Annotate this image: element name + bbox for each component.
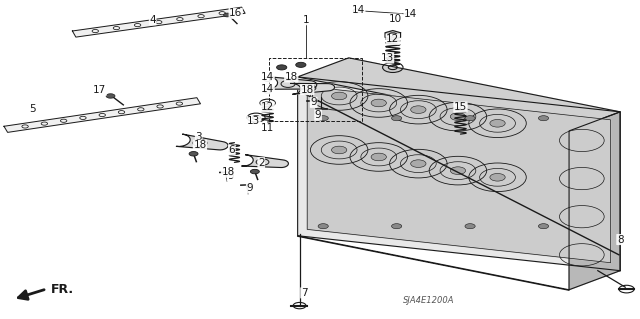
Text: 14: 14 — [261, 72, 275, 82]
Text: 18: 18 — [221, 167, 235, 177]
Circle shape — [451, 113, 466, 121]
Circle shape — [318, 224, 328, 229]
Text: 3: 3 — [195, 132, 202, 142]
Text: 18: 18 — [193, 140, 207, 150]
Text: 14: 14 — [352, 4, 365, 15]
Bar — [269, 58, 362, 122]
Text: 16: 16 — [229, 8, 243, 19]
Text: 13: 13 — [247, 116, 260, 126]
Circle shape — [451, 167, 466, 174]
Text: 18: 18 — [285, 72, 298, 82]
Circle shape — [411, 106, 426, 114]
Polygon shape — [291, 83, 335, 94]
Circle shape — [371, 99, 387, 107]
Circle shape — [296, 62, 306, 67]
Circle shape — [411, 160, 426, 167]
Text: 9: 9 — [227, 171, 234, 181]
Text: 14: 14 — [261, 84, 275, 94]
Polygon shape — [385, 31, 401, 40]
Circle shape — [538, 224, 548, 229]
Text: 8: 8 — [617, 234, 623, 245]
Circle shape — [465, 116, 475, 121]
Polygon shape — [307, 86, 611, 263]
Circle shape — [371, 153, 387, 161]
Text: 10: 10 — [388, 14, 402, 24]
Circle shape — [318, 116, 328, 121]
Circle shape — [490, 174, 505, 181]
Text: 14: 14 — [404, 9, 417, 19]
Circle shape — [332, 146, 347, 154]
Polygon shape — [298, 58, 620, 131]
Text: 12: 12 — [386, 34, 399, 44]
Polygon shape — [242, 155, 289, 167]
Polygon shape — [298, 77, 620, 271]
Text: 12: 12 — [261, 102, 275, 112]
Circle shape — [392, 224, 402, 229]
Polygon shape — [569, 112, 620, 290]
Text: 4: 4 — [149, 15, 156, 25]
Circle shape — [392, 116, 402, 121]
Circle shape — [250, 169, 259, 174]
Circle shape — [223, 13, 231, 17]
Text: 13: 13 — [380, 53, 394, 63]
Polygon shape — [266, 77, 317, 89]
Text: 17: 17 — [93, 85, 106, 95]
Text: FR.: FR. — [51, 283, 74, 296]
Circle shape — [465, 224, 475, 229]
Text: 9: 9 — [315, 110, 321, 120]
Text: 15: 15 — [454, 102, 467, 112]
Polygon shape — [4, 98, 200, 132]
Text: 7: 7 — [301, 288, 307, 298]
Text: SJA4E1200A: SJA4E1200A — [403, 296, 454, 305]
Circle shape — [332, 92, 347, 100]
Text: 9: 9 — [246, 183, 253, 193]
Text: 9: 9 — [310, 97, 317, 107]
Polygon shape — [72, 7, 245, 37]
Text: 1: 1 — [303, 15, 309, 25]
Circle shape — [490, 120, 505, 127]
Circle shape — [189, 152, 198, 156]
Text: 18: 18 — [301, 85, 314, 95]
Circle shape — [538, 116, 548, 121]
Polygon shape — [298, 236, 569, 290]
Text: 5: 5 — [29, 104, 36, 114]
Text: 6: 6 — [228, 145, 235, 155]
Polygon shape — [176, 134, 228, 150]
Circle shape — [106, 94, 115, 98]
Text: 2: 2 — [258, 158, 264, 168]
Text: 11: 11 — [261, 123, 275, 133]
Circle shape — [276, 65, 287, 70]
